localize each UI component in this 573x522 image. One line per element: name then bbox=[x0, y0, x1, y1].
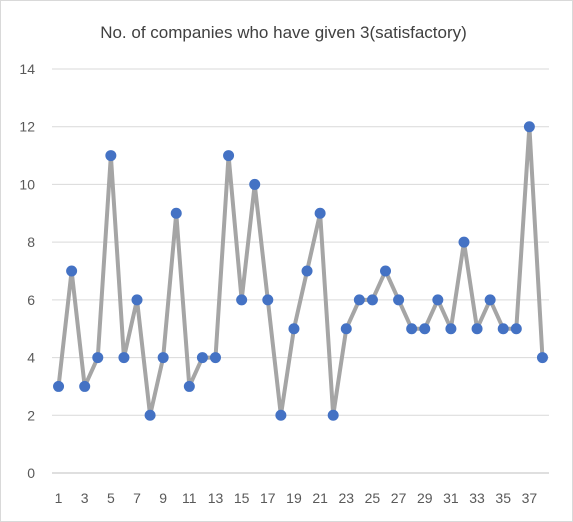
x-tick-label: 37 bbox=[522, 490, 538, 506]
data-point bbox=[236, 294, 248, 306]
data-point bbox=[79, 380, 91, 392]
data-point bbox=[223, 150, 235, 162]
data-point bbox=[288, 323, 300, 335]
data-point bbox=[536, 352, 548, 364]
y-tick-label: 10 bbox=[19, 176, 35, 192]
data-point bbox=[432, 294, 444, 306]
markers bbox=[53, 121, 548, 421]
y-tick-label: 2 bbox=[27, 407, 35, 423]
data-point bbox=[196, 352, 208, 364]
x-tick-label: 1 bbox=[55, 490, 63, 506]
data-point bbox=[66, 265, 78, 277]
data-point bbox=[380, 265, 392, 277]
data-point bbox=[484, 294, 496, 306]
x-tick-label: 31 bbox=[443, 490, 459, 506]
data-point bbox=[170, 207, 182, 219]
data-point bbox=[366, 294, 378, 306]
y-tick-label: 4 bbox=[27, 350, 35, 366]
x-tick-label: 33 bbox=[469, 490, 485, 506]
y-tick-label: 12 bbox=[19, 119, 35, 135]
data-point bbox=[144, 409, 156, 421]
data-point bbox=[118, 352, 130, 364]
x-tick-label: 23 bbox=[338, 490, 354, 506]
data-point bbox=[445, 323, 457, 335]
data-point bbox=[249, 178, 261, 190]
data-point bbox=[406, 323, 418, 335]
x-tick-label: 5 bbox=[107, 490, 115, 506]
y-tick-label: 6 bbox=[27, 292, 35, 308]
data-point bbox=[314, 207, 326, 219]
x-tick-label: 11 bbox=[182, 490, 197, 506]
x-tick-label: 13 bbox=[208, 490, 224, 506]
data-point bbox=[157, 352, 169, 364]
data-point bbox=[327, 409, 339, 421]
data-point bbox=[92, 352, 104, 364]
data-point bbox=[510, 323, 522, 335]
x-tick-labels: 1 3 5 7 9 11 13 15 17 19 21 23 25 27 29 31 33 35 37 bbox=[55, 490, 538, 506]
x-tick-label: 19 bbox=[286, 490, 302, 506]
data-point bbox=[53, 380, 65, 392]
x-tick-label: 17 bbox=[260, 490, 276, 506]
data-point bbox=[353, 294, 365, 306]
data-point bbox=[471, 323, 483, 335]
x-tick-label: 21 bbox=[312, 490, 328, 506]
y-tick-label: 0 bbox=[27, 465, 35, 481]
y-tick-label: 14 bbox=[19, 61, 35, 77]
data-point bbox=[301, 265, 313, 277]
x-tick-label: 27 bbox=[391, 490, 407, 506]
data-point bbox=[275, 409, 287, 421]
x-tick-label: 3 bbox=[81, 490, 89, 506]
data-point bbox=[340, 323, 352, 335]
x-tick-label: 35 bbox=[495, 490, 511, 506]
data-point bbox=[262, 294, 274, 306]
data-point bbox=[497, 323, 509, 335]
series bbox=[56, 124, 545, 418]
y-tick-label: 8 bbox=[27, 234, 35, 250]
data-point bbox=[419, 323, 431, 335]
x-tick-label: 29 bbox=[417, 490, 433, 506]
data-point bbox=[209, 352, 221, 364]
chart-title: No. of companies who have given 3(satisf… bbox=[100, 23, 467, 42]
data-point bbox=[523, 121, 535, 133]
x-tick-label: 9 bbox=[159, 490, 167, 506]
data-point bbox=[105, 150, 117, 162]
series-line bbox=[56, 124, 545, 418]
x-tick-label: 15 bbox=[234, 490, 250, 506]
data-point bbox=[393, 294, 405, 306]
data-point bbox=[183, 380, 195, 392]
x-tick-label: 25 bbox=[365, 490, 381, 506]
y-tick-labels: 0 2 4 6 8 10 12 14 bbox=[19, 61, 35, 481]
x-tick-label: 7 bbox=[133, 490, 141, 506]
data-point bbox=[131, 294, 143, 306]
gridlines bbox=[52, 68, 549, 474]
data-point bbox=[458, 236, 470, 248]
